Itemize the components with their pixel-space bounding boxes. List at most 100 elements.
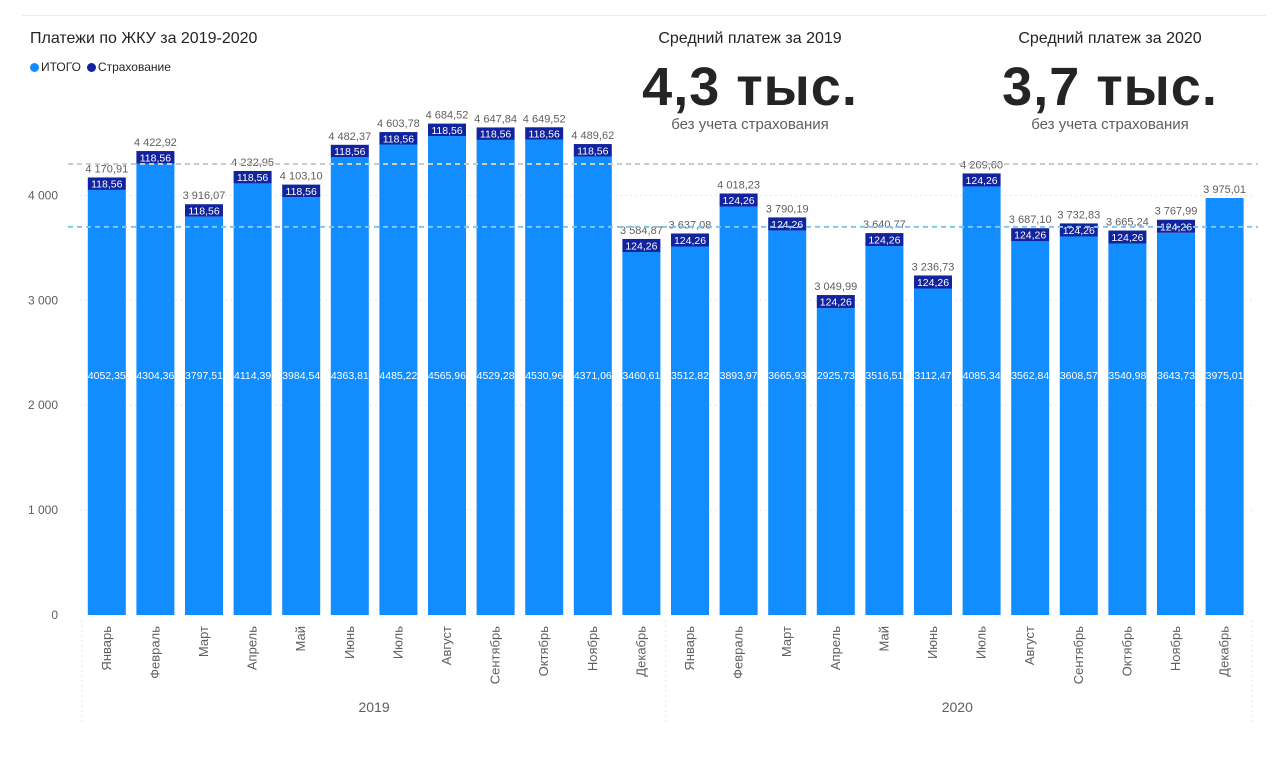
x-month-label: Январь	[99, 626, 114, 671]
total-data-label: 3 584,87	[620, 225, 663, 237]
bar-total[interactable]	[914, 288, 952, 615]
x-month-label: Июль	[390, 626, 405, 659]
bar-data-label: 3665,93	[768, 370, 806, 382]
bar-total[interactable]	[1157, 232, 1195, 616]
bar-total[interactable]	[1059, 236, 1098, 615]
bar-total[interactable]	[573, 156, 612, 615]
insurance-data-label: 124,26	[868, 235, 900, 247]
x-month-label: Ноябрь	[585, 626, 600, 671]
bar-data-label: 3540,98	[1108, 370, 1146, 382]
x-month-label: Февраль	[731, 626, 746, 679]
x-month-label: Июнь	[925, 626, 940, 659]
bar-data-label: 3608,57	[1060, 370, 1098, 382]
bar-insurance[interactable]	[330, 144, 369, 158]
bar-data-label: 4114,39	[234, 370, 271, 382]
x-year-label: 2019	[359, 699, 390, 715]
insurance-data-label: 118,56	[91, 179, 122, 191]
bar-data-label: 3984,54	[282, 370, 320, 382]
bar-data-label: 3562,84	[1011, 370, 1049, 382]
total-data-label: 4 489,62	[571, 130, 614, 142]
bar-data-label: 3460,61	[622, 370, 660, 382]
bar-total[interactable]	[768, 230, 807, 616]
bar-insurance[interactable]	[379, 132, 418, 145]
bar-insurance[interactable]	[816, 295, 855, 309]
insurance-data-label: 124,26	[1111, 232, 1143, 244]
bar-total[interactable]	[428, 136, 466, 616]
insurance-data-label: 118,56	[383, 133, 414, 145]
bar-insurance[interactable]	[962, 173, 1001, 187]
x-month-label: Февраль	[147, 626, 162, 679]
bar-total[interactable]	[1011, 241, 1050, 615]
bar-insurance[interactable]	[185, 204, 223, 217]
x-month-label: Октябрь	[536, 626, 551, 677]
bar-total[interactable]	[622, 251, 661, 615]
bar-data-label: 4371,06	[574, 370, 612, 382]
bar-total[interactable]	[865, 246, 904, 615]
insurance-data-label: 118,56	[431, 125, 462, 137]
bar-total[interactable]	[719, 206, 758, 615]
total-data-label: 4 603,78	[377, 118, 420, 130]
bar-insurance[interactable]	[865, 233, 904, 247]
bar-insurance[interactable]	[136, 151, 175, 164]
total-data-label: 4 018,23	[717, 179, 760, 191]
total-data-label: 3 732,83	[1057, 209, 1100, 221]
y-tick-label: 4 000	[28, 188, 58, 202]
kpi-2020-value: 3,7 тыс.	[1002, 57, 1218, 117]
bar-total[interactable]	[1205, 198, 1244, 616]
bar-insurance[interactable]	[525, 127, 564, 140]
bar-total[interactable]	[816, 308, 855, 615]
insurance-data-label: 124,26	[1014, 230, 1046, 242]
x-month-label: Август	[439, 626, 454, 665]
top-divider	[22, 15, 1266, 16]
insurance-data-label: 124,26	[723, 195, 755, 207]
total-data-label: 4 649,52	[523, 113, 566, 125]
bar-total[interactable]	[136, 163, 175, 615]
bar-total[interactable]	[87, 189, 126, 615]
bar-insurance[interactable]	[914, 275, 952, 289]
x-year-label: 2020	[942, 699, 973, 715]
bar-total[interactable]	[476, 139, 515, 616]
x-month-label: Январь	[682, 626, 697, 671]
bar-total[interactable]	[962, 186, 1001, 615]
total-data-label: 3 767,99	[1155, 206, 1198, 218]
bar-total[interactable]	[379, 144, 418, 615]
x-month-label: Апрель	[245, 626, 260, 670]
bar-insurance[interactable]	[1011, 228, 1050, 242]
legend-item-total[interactable]: ИТОГО	[30, 60, 81, 74]
x-month-label: Август	[1022, 626, 1037, 665]
kpi-2020-heading: Средний платеж за 2020	[1018, 30, 1202, 47]
bar-insurance[interactable]	[87, 177, 126, 190]
total-data-label: 3 790,19	[766, 203, 809, 215]
bar-data-label: 4565,96	[428, 370, 466, 382]
bar-insurance[interactable]	[719, 193, 758, 207]
bar-insurance[interactable]	[476, 127, 515, 140]
bar-total[interactable]	[525, 139, 564, 615]
x-month-label: Ноябрь	[1168, 626, 1183, 671]
bar-insurance[interactable]	[671, 233, 709, 247]
bar-total[interactable]	[330, 157, 369, 615]
kpi-card-2020: Средний платеж за 2020 3,7 тыс. без учет…	[960, 30, 1260, 133]
x-month-label: Сентябрь	[488, 626, 503, 684]
bar-insurance[interactable]	[428, 123, 466, 137]
bar-total[interactable]	[1108, 243, 1147, 616]
bar-insurance[interactable]	[1108, 230, 1147, 244]
bar-total[interactable]	[185, 216, 223, 615]
total-data-label: 3 236,73	[912, 261, 955, 273]
bar-total[interactable]	[671, 246, 709, 616]
total-data-label: 4 170,91	[85, 163, 128, 175]
legend-item-insurance[interactable]: Страхование	[86, 60, 171, 74]
bar-insurance[interactable]	[573, 144, 612, 157]
insurance-data-label: 124,26	[771, 219, 803, 231]
insurance-data-label: 124,26	[1063, 225, 1095, 237]
bar-insurance[interactable]	[233, 170, 272, 184]
kpi-card-2019: Средний платеж за 2019 4,3 тыс. без учет…	[600, 30, 900, 133]
bar-insurance[interactable]	[622, 238, 661, 252]
bar-total[interactable]	[282, 197, 321, 615]
y-tick-label: 2 000	[28, 398, 58, 412]
total-data-label: 3 665,24	[1106, 217, 1149, 229]
bar-total[interactable]	[233, 183, 272, 616]
bar-insurance[interactable]	[768, 217, 807, 231]
bar-insurance[interactable]	[282, 184, 321, 198]
x-month-label: Декабрь	[1217, 626, 1232, 677]
